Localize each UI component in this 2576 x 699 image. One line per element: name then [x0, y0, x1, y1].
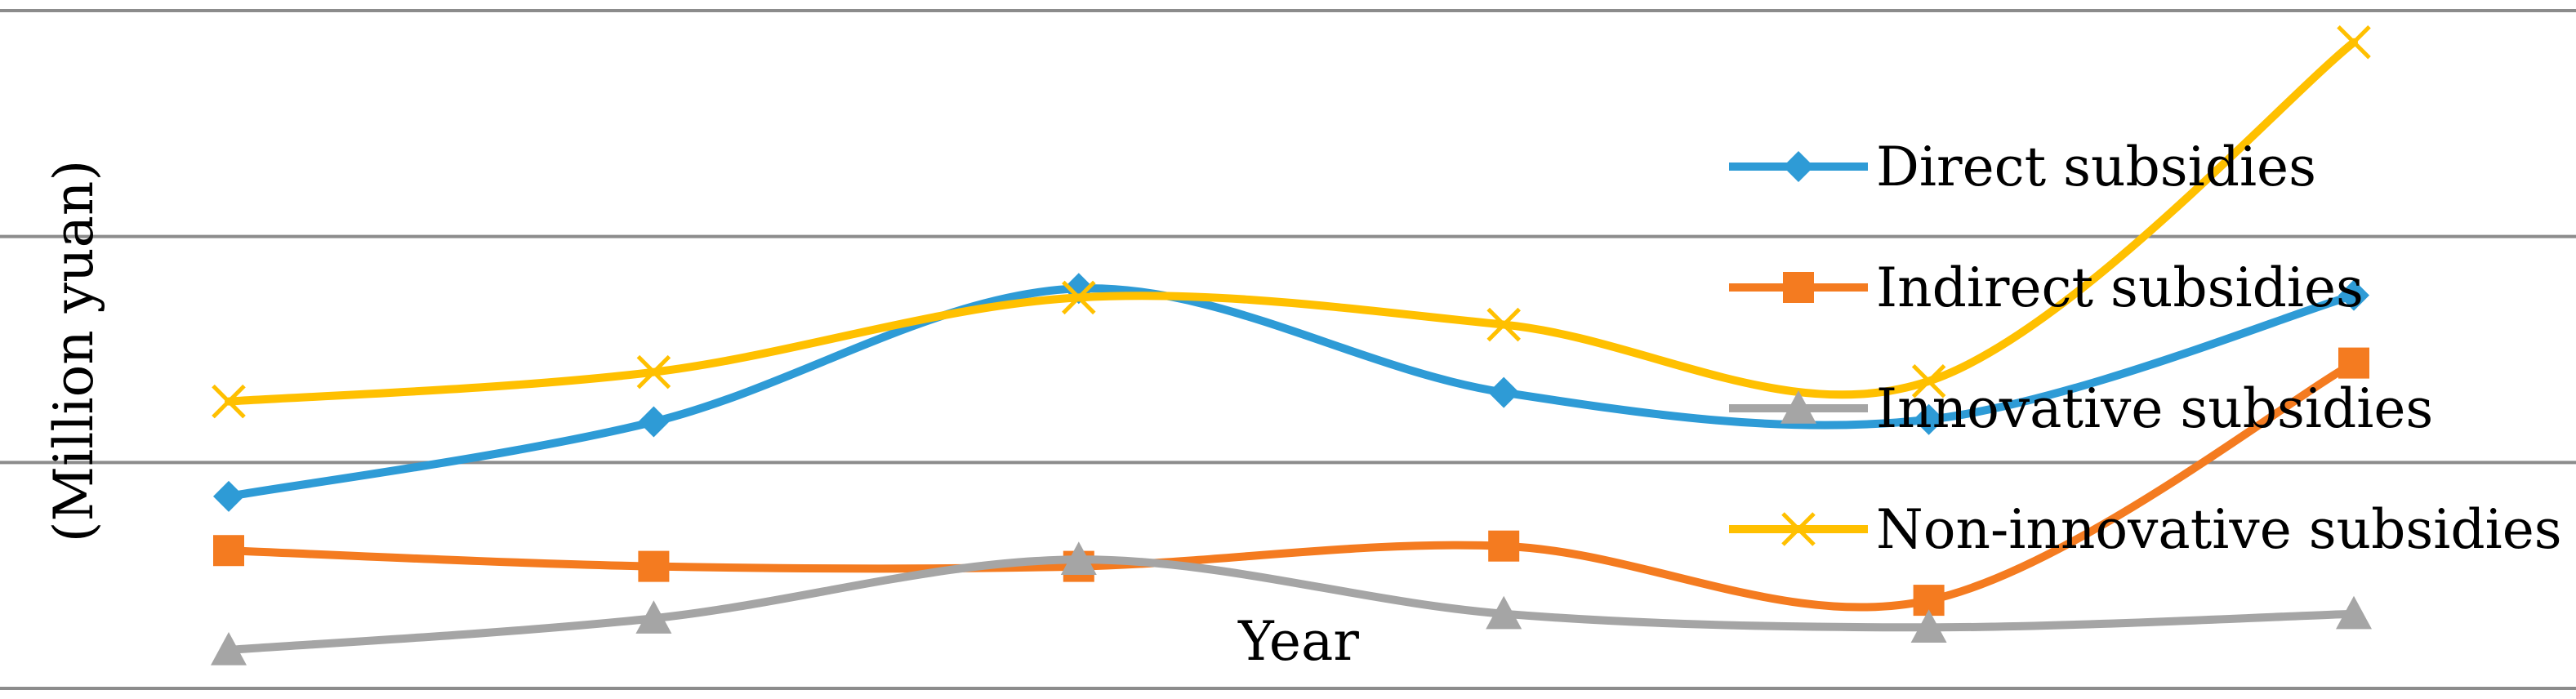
data-point	[213, 480, 244, 512]
series-0	[213, 273, 2369, 512]
data-point	[1060, 541, 1097, 575]
legend-marker	[1781, 512, 1816, 546]
legend-label: Indirect subsidies	[1876, 256, 2364, 319]
data-point	[1488, 530, 1520, 562]
legend-item: Indirect subsidies	[1729, 256, 2364, 319]
data-point	[212, 384, 246, 419]
series-3	[212, 24, 2371, 419]
data-point	[636, 354, 671, 390]
legend-label: Innovative subsidies	[1876, 377, 2433, 440]
legend-item: Innovative subsidies	[1729, 377, 2433, 440]
data-point	[638, 406, 670, 438]
data-point	[213, 535, 244, 567]
series-line	[225, 284, 2358, 501]
legend-item: Non-innovative subsidies	[1729, 498, 2562, 561]
data-point	[1486, 595, 1522, 630]
data-point	[1913, 403, 1945, 435]
series-line	[225, 358, 2358, 612]
data-point	[1486, 307, 1521, 342]
legend: Direct subsidies Indirect subsidies Innova…	[1729, 136, 2562, 561]
legend-item: Direct subsidies	[1729, 136, 2316, 198]
legend-marker	[1780, 390, 1816, 424]
legend-marker	[1783, 151, 1814, 182]
series-line	[225, 38, 2358, 406]
legend-label: Non-innovative subsidies	[1876, 498, 2562, 561]
data-point	[211, 631, 247, 666]
data-point	[2338, 347, 2369, 379]
data-point	[2336, 595, 2372, 630]
series-line	[225, 555, 2358, 654]
series-2	[211, 541, 2372, 666]
data-point	[1488, 376, 1520, 408]
series-layer	[211, 24, 2372, 666]
data-point	[1910, 609, 1947, 643]
x-axis-title: Year	[1237, 610, 1359, 673]
y-axis-title: (Million yuan)	[42, 160, 105, 542]
legend-label: Direct subsidies	[1876, 136, 2316, 198]
legend-marker	[1783, 272, 1814, 303]
data-point	[2338, 279, 2369, 311]
data-point	[638, 550, 670, 582]
data-point	[2337, 24, 2371, 60]
data-point	[1062, 280, 1096, 315]
data-point	[635, 600, 672, 634]
data-point	[1911, 363, 1946, 398]
